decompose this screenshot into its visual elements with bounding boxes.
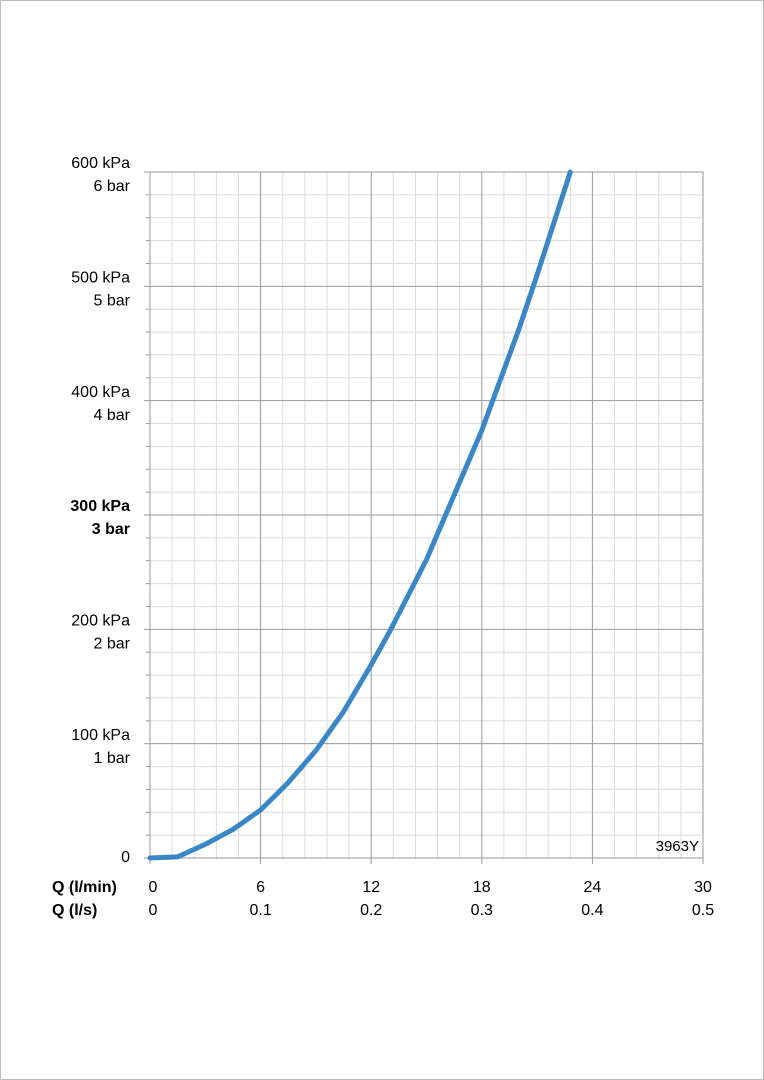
x2-axis-label: Q (l/s) bbox=[52, 902, 97, 919]
x2-tick-label: 0.5 bbox=[692, 902, 714, 919]
x2-tick-label: 0.4 bbox=[581, 902, 603, 919]
y-tick-label: 400 kPa bbox=[71, 384, 130, 401]
x-tick-label: 0 bbox=[149, 879, 158, 896]
y2-tick-label: 5 bar bbox=[94, 293, 131, 310]
y-tick-label: 500 kPa bbox=[71, 270, 130, 287]
annotation: 3963Y bbox=[656, 838, 699, 855]
x-tick-label: 30 bbox=[694, 879, 712, 896]
y2-tick-label: 2 bar bbox=[94, 636, 131, 653]
y2-tick-label: 1 bar bbox=[94, 750, 131, 767]
y-tick-label: 100 kPa bbox=[71, 727, 130, 744]
x2-tick-label: 0.3 bbox=[471, 902, 493, 919]
y2-tick-label: 6 bar bbox=[94, 178, 131, 195]
x-tick-label: 6 bbox=[256, 879, 265, 896]
y-tick-label: 200 kPa bbox=[71, 613, 130, 630]
y-tick-label: 600 kPa bbox=[71, 155, 130, 172]
x2-tick-label: 0.1 bbox=[249, 902, 271, 919]
x-tick-label: 12 bbox=[362, 879, 380, 896]
x2-tick-label: 0 bbox=[149, 902, 158, 919]
x-tick-label: 18 bbox=[473, 879, 491, 896]
x-axis-label: Q (l/min) bbox=[52, 879, 117, 896]
plot-frame bbox=[149, 171, 704, 859]
y-tick-label: 300 kPa bbox=[70, 498, 130, 515]
y2-tick-label: 4 bar bbox=[94, 407, 131, 424]
y-tick-label: 0 bbox=[121, 849, 130, 866]
x-tick-label: 24 bbox=[584, 879, 602, 896]
line-series bbox=[147, 169, 573, 861]
x2-tick-label: 0.2 bbox=[360, 902, 382, 919]
y2-tick-label: 3 bar bbox=[92, 521, 130, 538]
